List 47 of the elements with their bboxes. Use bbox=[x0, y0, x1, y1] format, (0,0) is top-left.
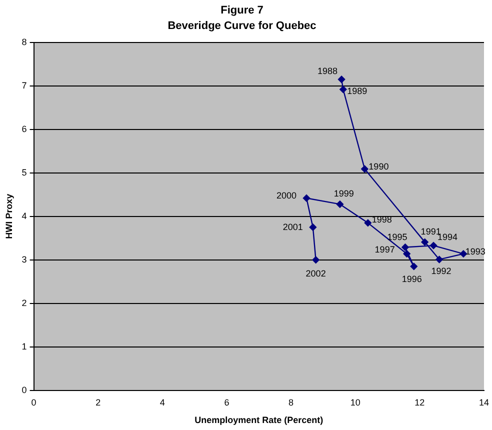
annotation: 2000 bbox=[276, 190, 297, 201]
annotation: 2002 bbox=[306, 268, 326, 278]
point bbox=[302, 194, 310, 202]
point bbox=[338, 76, 346, 83]
y-tick-label: 2 bbox=[22, 298, 27, 308]
point bbox=[402, 244, 409, 251]
point bbox=[340, 86, 347, 93]
point bbox=[430, 242, 438, 250]
annotation: 1989 bbox=[347, 86, 368, 96]
chart-title: Figure 7 bbox=[220, 4, 264, 17]
chart-subtitle: Beveridge Curve for Quebec bbox=[168, 20, 316, 32]
y-tick-label: 8 bbox=[22, 36, 27, 47]
annotation: 2001 bbox=[282, 222, 303, 232]
point bbox=[436, 256, 443, 264]
point bbox=[312, 256, 320, 264]
y-tick-label: 0 bbox=[22, 384, 27, 395]
point bbox=[364, 219, 372, 227]
x-tick-label: 0 bbox=[31, 397, 36, 408]
annotation: 1992 bbox=[431, 266, 452, 276]
y-tick-label: 1 bbox=[22, 341, 27, 352]
x-tick-label: 14 bbox=[478, 397, 489, 408]
point bbox=[309, 224, 317, 231]
x-tick-label: 4 bbox=[160, 397, 165, 408]
annotation: 1988 bbox=[318, 66, 338, 76]
annotation: 1997 bbox=[374, 244, 395, 254]
y-tick-label: 4 bbox=[22, 210, 27, 221]
annotation: 1999 bbox=[334, 188, 354, 199]
point bbox=[421, 238, 428, 246]
x-tick-label: 6 bbox=[224, 397, 230, 408]
point bbox=[361, 165, 368, 173]
x-tick-label: 8 bbox=[288, 397, 294, 408]
y-tick-label: 3 bbox=[22, 254, 27, 264]
x-tick-label: 2 bbox=[96, 397, 101, 408]
y-axis-title: HWI Proxy bbox=[4, 194, 14, 239]
annotation: 1993 bbox=[465, 246, 486, 256]
y-tick-label: 5 bbox=[22, 167, 27, 178]
y-tick-label: 6 bbox=[22, 124, 27, 134]
point bbox=[410, 262, 418, 270]
point bbox=[403, 250, 410, 258]
x-tick-label: 10 bbox=[350, 397, 360, 408]
x-tick-label: 12 bbox=[414, 397, 425, 408]
annotation: 1990 bbox=[368, 161, 389, 172]
annotation: 1996 bbox=[402, 274, 422, 284]
point bbox=[336, 200, 344, 208]
y-tick-label: 7 bbox=[22, 80, 27, 90]
x-axis-title: Unemployment Rate (Percent) bbox=[194, 415, 324, 426]
annotation: 1995 bbox=[387, 232, 408, 242]
